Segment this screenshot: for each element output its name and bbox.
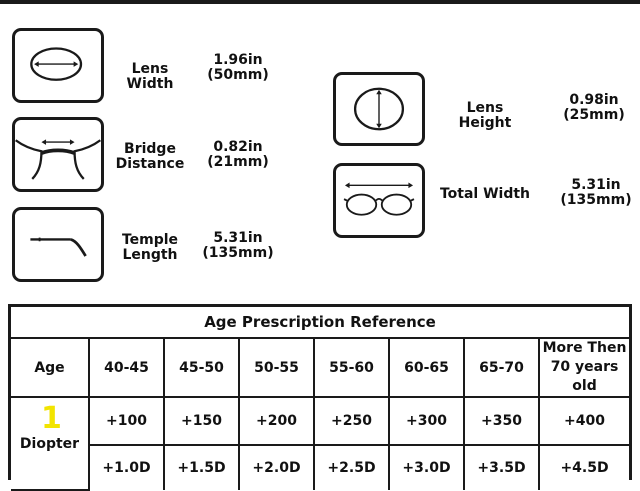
lens-height-mm: (25mm): [563, 107, 625, 123]
diopter-label-text: Diopter: [19, 436, 80, 452]
bridge-distance-icon: [12, 117, 104, 192]
total-width-icon: [333, 163, 425, 238]
top-border: [0, 0, 640, 4]
lens-height-inches: 0.98in: [569, 92, 619, 108]
lens-height-value: 0.98in (25mm): [556, 93, 632, 123]
diopter-value-cell: +2.5D: [313, 444, 390, 490]
age-cell: 55-60: [313, 337, 390, 398]
more-then-line1: More Then: [542, 340, 627, 356]
plus-value-cell: +250: [313, 396, 390, 446]
age-cell: 45-50: [163, 337, 240, 398]
bridge-distance-label: Bridge Distance: [115, 141, 185, 172]
diopter-value-cell: +3.0D: [388, 444, 465, 490]
diopter-value-cell: +1.5D: [163, 444, 240, 490]
total-width-mm: (135mm): [560, 192, 632, 208]
lens-height-icon: [333, 72, 425, 146]
more-then-line2: 70 years old: [550, 359, 619, 394]
temple-length-mm: (135mm): [202, 245, 274, 261]
age-cell-more-then: More Then 70 years old: [537, 337, 630, 398]
total-width-value: 5.31in (135mm): [556, 178, 636, 208]
lens-height-label: Lens Height: [458, 100, 512, 131]
temple-length-icon: [12, 207, 104, 282]
diopter-row-label: 1 Diopter: [11, 396, 90, 491]
age-row-label: Age: [11, 337, 90, 398]
diopter-value-cell: +1.0D: [89, 444, 165, 490]
plus-value-cell: +150: [163, 396, 240, 446]
age-cell: 65-70: [463, 337, 540, 398]
bridge-distance-inches: 0.82in: [213, 139, 263, 155]
temple-length-inches: 5.31in: [213, 230, 263, 246]
total-width-inches: 5.31in: [571, 177, 621, 193]
age-cell: 60-65: [388, 337, 465, 398]
plus-value-cell: +350: [463, 396, 540, 446]
plus-value-cell: +400: [537, 396, 630, 446]
age-prescription-table: Age Prescription Reference Age 40-45 45-…: [8, 304, 632, 491]
table-title: Age Prescription Reference: [11, 307, 630, 339]
number-badge: 1: [41, 401, 62, 436]
temple-length-value: 5.31in (135mm): [200, 231, 276, 261]
temple-length-label: Temple Length: [121, 232, 179, 263]
diopter-value-cell: +4.5D: [537, 444, 630, 490]
diopter-value-cell: +3.5D: [463, 444, 540, 490]
lens-width-mm: (50mm): [207, 67, 269, 83]
lens-width-value: 1.96in (50mm): [200, 53, 276, 83]
lens-width-inches: 1.96in: [213, 52, 263, 68]
age-cell: 50-55: [238, 337, 315, 398]
plus-value-cell: +300: [388, 396, 465, 446]
bridge-distance-mm: (21mm): [207, 154, 269, 170]
age-cell: 40-45: [88, 337, 165, 398]
diopter-value-cell: +2.0D: [238, 444, 315, 490]
plus-value-cell: +200: [238, 396, 315, 446]
plus-value-cell: +100: [88, 396, 165, 446]
bridge-distance-value: 0.82in (21mm): [200, 140, 276, 170]
lens-width-icon: [12, 28, 104, 103]
lens-width-label: Lens Width: [126, 61, 174, 92]
total-width-label: Total Width: [439, 186, 531, 202]
